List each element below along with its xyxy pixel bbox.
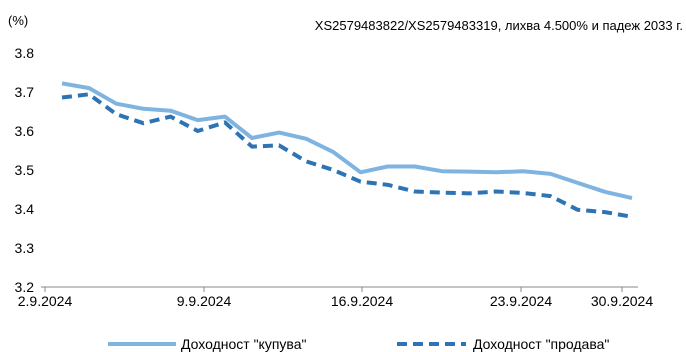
x-tick-label: 23.9.2024 [490,293,552,309]
y-tick-label: 3.7 [15,84,35,100]
x-tick-label: 2.9.2024 [18,293,73,309]
legend-label: Доходност "купува" [181,336,306,352]
y-axis-unit-label: (%) [8,13,28,28]
legend: Доходност "купува" Доходност "продава" [108,336,609,352]
y-axis-ticks: 3.2 3.3 3.4 3.5 3.6 3.7 3.8 [15,45,35,295]
legend-label: Доходност "продава" [473,336,609,352]
x-tick-label: 16.9.2024 [331,293,393,309]
series-group [61,81,633,219]
y-tick-label: 3.4 [15,201,35,217]
series-line-sell-yield [61,92,633,219]
chart-title: XS2579483822/XS2579483319, лихва 4.500% … [315,18,683,33]
y-tick-label: 3.6 [15,123,35,139]
x-tick-label: 9.9.2024 [177,293,232,309]
x-tick-label: 30.9.2024 [591,293,653,309]
y-tick-label: 3.2 [15,279,35,295]
y-tick-label: 3.8 [15,45,35,61]
x-axis-ticks: 2.9.2024 9.9.2024 16.9.2024 23.9.2024 30.9.2… [18,287,653,309]
series-line-buy-yield [61,81,633,201]
y-tick-label: 3.5 [15,162,35,178]
y-tick-label: 3.3 [15,240,35,256]
